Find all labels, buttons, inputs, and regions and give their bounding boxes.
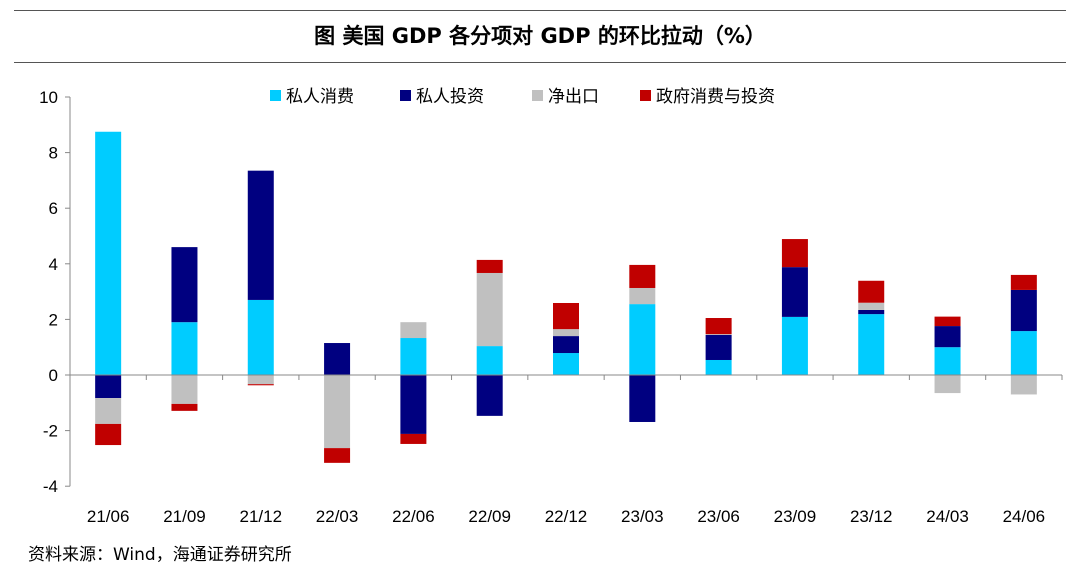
- bar-22-06-series-0: [400, 338, 427, 375]
- bar-22-12-series-2: [553, 329, 579, 337]
- bar-24-03-series-1: [934, 326, 961, 348]
- bar-22-12-series-1: [553, 336, 579, 354]
- y-tick-label: -4: [43, 477, 58, 496]
- bar-23-09-series-0: [781, 316, 808, 375]
- bar-23-12-series-0: [858, 314, 885, 375]
- title-rule: [14, 62, 1066, 63]
- legend-swatch-1: [400, 90, 411, 101]
- bar-23-06-series-0: [705, 359, 732, 375]
- bar-22-09-series-0: [476, 346, 503, 375]
- legend-swatch-3: [640, 90, 651, 101]
- legend-swatch-2: [532, 90, 543, 101]
- bar-22-09-series-2: [476, 272, 503, 347]
- bar-22-09-series-3: [476, 259, 503, 273]
- bar-21-06-series-1: [95, 375, 122, 399]
- bar-23-03-series-3: [629, 264, 656, 288]
- bar-21-09-series-0: [171, 322, 198, 375]
- bar-22-03-series-2: [324, 375, 351, 449]
- x-tick-label: 24/06: [1003, 507, 1046, 526]
- bar-22-03-series-3: [324, 448, 351, 463]
- bar-24-06-series-3: [1010, 274, 1037, 290]
- y-tick-label: 2: [49, 310, 58, 329]
- bar-24-03-series-0: [934, 347, 961, 375]
- bar-23-12-series-1: [858, 309, 885, 315]
- bar-23-12-series-3: [858, 280, 885, 303]
- legend-label-2: 净出口: [548, 87, 599, 107]
- x-tick-label: 22/03: [316, 507, 359, 526]
- bar-21-12-series-3: [247, 384, 274, 386]
- legend-label-1: 私人投资: [416, 87, 484, 107]
- x-tick-label: 21/09: [163, 507, 206, 526]
- bar-22-12-series-3: [553, 302, 579, 330]
- bar-21-09-series-2: [171, 375, 198, 404]
- bar-22-06-series-3: [400, 433, 427, 444]
- x-tick-label: 22/09: [468, 507, 511, 526]
- bar-24-06-series-2: [1010, 375, 1037, 395]
- bar-23-06-series-3: [705, 318, 732, 335]
- bar-23-09-series-1: [781, 267, 808, 317]
- bar-23-03-series-0: [629, 304, 656, 375]
- bar-21-12-series-0: [247, 299, 274, 375]
- bar-24-06-series-0: [1010, 331, 1037, 375]
- x-tick-label: 21/12: [239, 507, 282, 526]
- bar-22-09-series-1: [476, 375, 503, 416]
- y-tick-label: 6: [49, 199, 58, 218]
- x-tick-label: 24/03: [926, 507, 969, 526]
- bar-23-06-series-2: [705, 334, 732, 335]
- bar-21-06-series-2: [95, 398, 122, 424]
- y-tick-label: 4: [49, 255, 58, 274]
- bar-22-03-series-1: [324, 343, 351, 375]
- bar-23-03-series-2: [629, 287, 656, 305]
- legend-label-0: 私人消费: [286, 87, 354, 107]
- legend-swatch-0: [270, 90, 281, 101]
- bar-24-03-series-2: [934, 375, 961, 394]
- source-note: 资料来源：Wind，海通证券研究所: [28, 545, 292, 565]
- bar-22-06-series-2: [400, 322, 427, 339]
- bar-23-09-series-3: [781, 239, 808, 268]
- x-tick-label: 23/09: [774, 507, 817, 526]
- bar-21-06-series-0: [95, 131, 122, 375]
- x-tick-label: 22/06: [392, 507, 435, 526]
- bar-24-03-series-3: [934, 316, 961, 327]
- y-tick-label: 0: [49, 366, 58, 385]
- x-tick-label: 23/12: [850, 507, 893, 526]
- chart-title: 图 美国 GDP 各分项对 GDP 的环比拉动（%）: [314, 24, 766, 48]
- y-tick-label: -2: [43, 422, 58, 441]
- bar-21-09-series-1: [171, 247, 198, 323]
- bar-21-12-series-1: [247, 170, 274, 300]
- bar-24-06-series-1: [1010, 289, 1037, 332]
- bar-23-12-series-2: [858, 302, 885, 310]
- bar-21-12-series-2: [247, 375, 274, 385]
- bar-21-09-series-3: [171, 403, 198, 411]
- bar-22-12-series-0: [553, 353, 579, 375]
- bar-23-06-series-1: [705, 334, 732, 360]
- x-tick-label: 23/06: [697, 507, 740, 526]
- x-tick-label: 21/06: [87, 507, 130, 526]
- x-tick-label: 23/03: [621, 507, 664, 526]
- y-tick-label: 8: [49, 144, 58, 163]
- x-tick-label: 22/12: [545, 507, 588, 526]
- legend-label-3: 政府消费与投资: [656, 87, 775, 107]
- top-rule: [14, 10, 1066, 11]
- y-tick-label: 10: [39, 88, 58, 107]
- bar-23-03-series-1: [629, 375, 656, 422]
- bar-22-06-series-1: [400, 375, 427, 434]
- bar-21-06-series-3: [95, 423, 122, 446]
